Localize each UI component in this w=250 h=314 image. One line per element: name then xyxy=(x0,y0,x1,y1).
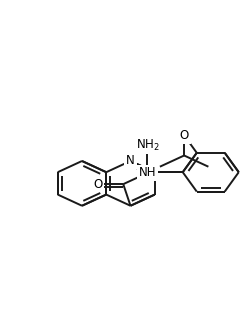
Text: O: O xyxy=(179,129,188,142)
Text: N: N xyxy=(126,154,134,167)
Text: NH: NH xyxy=(138,166,156,179)
Text: NH$_2$: NH$_2$ xyxy=(135,138,159,153)
Text: O: O xyxy=(93,178,102,191)
